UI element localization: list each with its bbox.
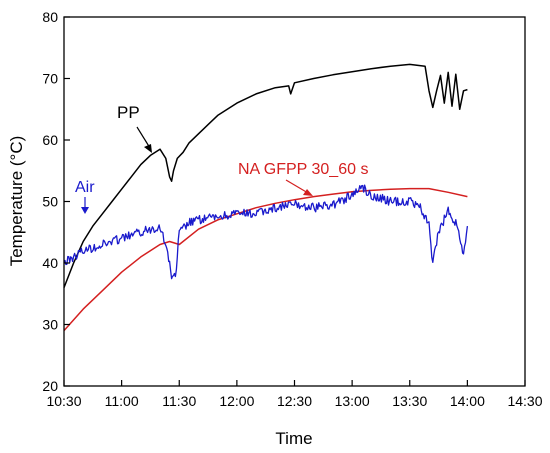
x-tick-label: 12:30	[277, 393, 312, 409]
x-tick-label: 14:00	[450, 393, 485, 409]
x-tick-label: 11:30	[162, 393, 196, 409]
x-tick-label: 12:00	[219, 393, 254, 409]
annotation-air-label: Air	[75, 179, 95, 196]
y-tick-label: 60	[42, 132, 58, 148]
series-line-air	[63, 184, 469, 280]
ticks-layer: 10:30 11:00 11:30 12:00 12:30 13:00 13:30 14:00…	[42, 9, 542, 409]
y-axis-title: Temperature (°C)	[7, 136, 26, 267]
y-tick-label: 20	[42, 378, 58, 394]
x-tick-label: 14:30	[507, 393, 542, 409]
annotation-pp: PP	[117, 103, 152, 153]
series-layer	[63, 63, 469, 332]
series-line-na-gfpp-30-60-s	[63, 187, 468, 332]
series-na-gfpp-30-60-s	[63, 187, 468, 332]
annotation-pp-label: PP	[117, 103, 140, 122]
y-tick-label: 40	[42, 255, 58, 271]
y-tick-label: 70	[42, 71, 58, 87]
y-tick-label: 50	[42, 194, 58, 210]
series-line-pp	[63, 63, 468, 288]
annotation-na-gfpp: NA GFPP 30_60 s	[238, 161, 368, 196]
x-tick-label: 10:30	[46, 393, 81, 409]
annotation-pp-arrow-head	[144, 144, 152, 153]
x-axis-title: Time	[275, 429, 312, 448]
y-tick-label: 80	[42, 9, 58, 25]
plot-frame	[63, 16, 526, 387]
annotation-air-arrow-head	[81, 207, 89, 214]
series-air	[63, 184, 469, 280]
annotation-na-gfpp-arrow-line	[285, 179, 309, 194]
x-tick-label: 11:00	[105, 393, 139, 409]
annotation-na-gfpp-arrow-head	[303, 189, 313, 196]
annotation-air: Air	[75, 179, 95, 214]
annotation-na-gfpp-label: NA GFPP 30_60 s	[238, 161, 368, 178]
annotation-pp-arrow-line	[136, 126, 151, 149]
x-tick-label: 13:00	[335, 393, 370, 409]
x-tick-label: 13:30	[392, 393, 427, 409]
y-tick-label: 30	[42, 317, 58, 333]
series-pp	[63, 63, 468, 288]
